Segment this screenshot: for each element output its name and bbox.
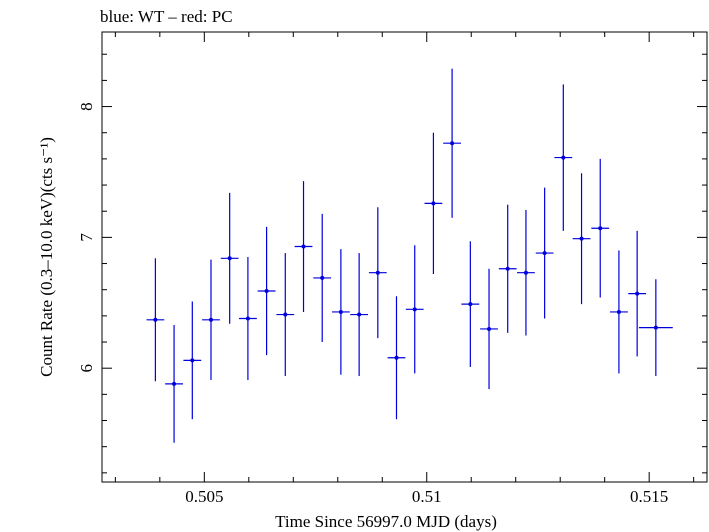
data-point (239, 257, 257, 380)
data-marker (487, 326, 492, 331)
data-marker (412, 307, 417, 312)
data-point (368, 207, 387, 339)
data-point (610, 250, 628, 374)
data-point (165, 325, 183, 443)
y-tick-label: 6 (77, 364, 96, 373)
data-point (313, 213, 332, 343)
y-tick-label: 8 (77, 102, 96, 111)
data-point (387, 296, 406, 420)
data-marker (320, 275, 325, 280)
data-point (276, 253, 295, 377)
data-point (257, 226, 276, 356)
y-tick-labels: 6 7 8 (77, 102, 96, 372)
data-marker (561, 155, 566, 160)
x-tick-label: 0.51 (412, 487, 442, 506)
data-marker (153, 317, 158, 322)
data-marker (338, 309, 343, 314)
data-marker (616, 309, 621, 314)
x-tick-label: 0.515 (630, 487, 668, 506)
data-marker (450, 141, 455, 146)
data-point (183, 301, 202, 420)
y-tick-label: 7 (77, 233, 96, 242)
y-axis-title: Count Rate (0.3–10.0 keV)(cts s⁻¹) (37, 137, 56, 377)
x-tick-labels: 0.505 0.51 0.515 (185, 487, 668, 506)
data-marker (468, 302, 473, 307)
data-marker (394, 355, 399, 360)
data-marker (283, 312, 288, 317)
data-point (331, 249, 350, 375)
data-marker (542, 251, 547, 256)
data-point (572, 173, 591, 305)
data-marker (653, 325, 658, 330)
data-point (146, 258, 165, 382)
data-point (294, 181, 313, 312)
data-marker (505, 266, 510, 271)
data-marker (190, 358, 195, 363)
data-point (461, 241, 480, 367)
data-point (405, 245, 424, 374)
data-marker (227, 256, 232, 261)
data-marker (579, 236, 584, 241)
data-marker (172, 381, 177, 386)
data-point (424, 132, 443, 275)
data-point (350, 253, 369, 377)
data-marker (635, 291, 640, 296)
data-point (220, 192, 239, 324)
data-point (480, 268, 498, 390)
data-point (443, 68, 461, 218)
plot-frame (101, 31, 708, 483)
data-points (146, 68, 673, 443)
data-point (498, 204, 517, 333)
data-point (202, 259, 220, 380)
data-point (638, 279, 673, 377)
data-marker (264, 289, 269, 294)
data-point (517, 209, 535, 336)
data-marker (598, 226, 603, 231)
data-marker (245, 316, 250, 321)
data-marker (357, 312, 362, 317)
x-tick-label: 0.505 (185, 487, 223, 506)
data-marker (375, 270, 380, 275)
data-point (535, 187, 554, 319)
data-marker (301, 244, 306, 249)
data-marker (523, 270, 528, 275)
data-point (591, 158, 610, 298)
x-axis-title: Time Since 56997.0 MJD (days) (275, 512, 497, 531)
data-marker (208, 317, 213, 322)
data-point (628, 230, 647, 357)
chart-title: blue: WT – red: PC (100, 7, 233, 26)
data-marker (431, 201, 436, 206)
axis-ticks (102, 32, 707, 482)
data-point (554, 84, 573, 231)
